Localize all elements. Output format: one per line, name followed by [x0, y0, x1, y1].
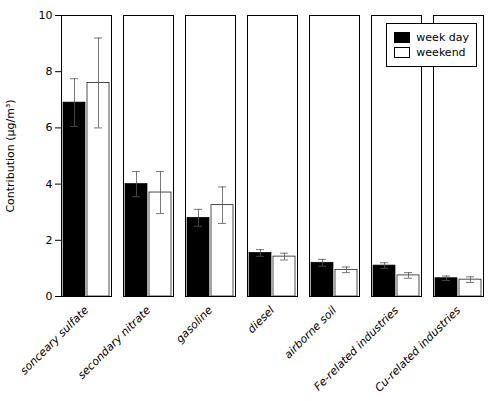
- svg-text:8: 8: [46, 65, 53, 78]
- svg-text:Fe-related industries: Fe-related industries: [311, 303, 402, 394]
- svg-text:diesel: diesel: [245, 304, 277, 336]
- html-text:week day: week day: [416, 31, 469, 44]
- svg-text:2: 2: [46, 234, 53, 247]
- svg-text:4: 4: [46, 178, 53, 191]
- svg-text:airborne soil: airborne soil: [282, 304, 340, 362]
- svg-text:sonceary sulfate: sonceary sulfate: [17, 303, 92, 378]
- html-text:weekend: weekend: [416, 46, 466, 59]
- svg-text:secondary nitrate: secondary nitrate: [75, 304, 153, 382]
- svg-text:Cu-related industries: Cu-related industries: [372, 304, 463, 395]
- svg-text:0: 0: [46, 290, 53, 303]
- svg-text:Contribution (μg/m³): Contribution (μg/m³): [4, 99, 17, 212]
- svg-text:gasoline: gasoline: [173, 304, 215, 346]
- svg-text:6: 6: [46, 121, 53, 134]
- svg-text:10: 10: [39, 9, 53, 22]
